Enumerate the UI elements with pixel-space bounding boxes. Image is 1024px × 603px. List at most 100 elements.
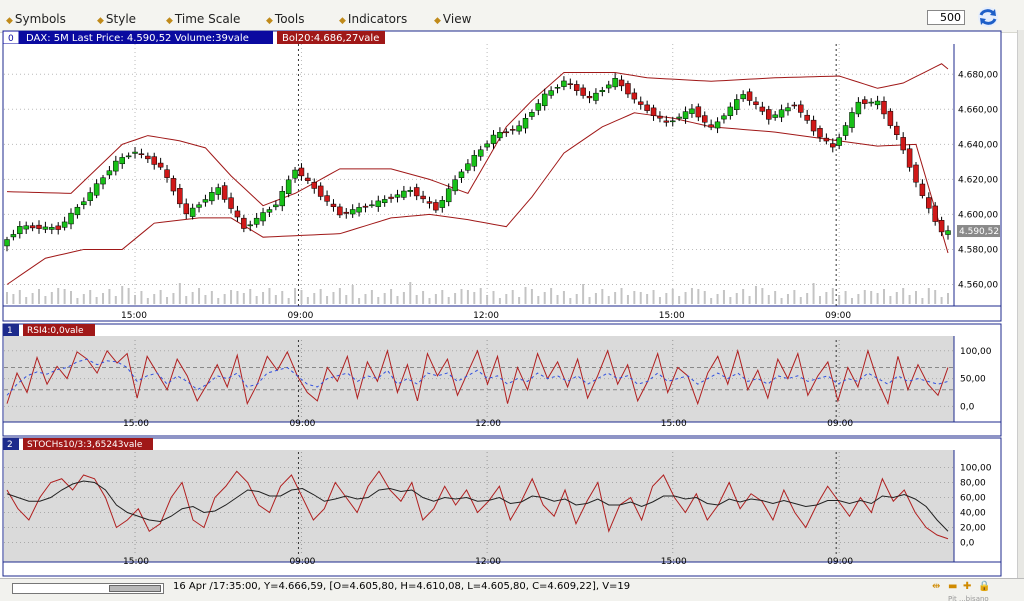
stoch-index-box bbox=[3, 438, 19, 450]
menu-symbols[interactable]: ◆ Symbols bbox=[6, 12, 66, 26]
candle-up bbox=[356, 207, 362, 213]
vertical-scrollbar[interactable] bbox=[1017, 30, 1024, 590]
status-bar: 16 Apr /17:35:00, Y=4.666,59, [O=4.605,8… bbox=[0, 578, 1024, 603]
candle-up bbox=[215, 187, 221, 195]
menu-view[interactable]: ◆ View bbox=[434, 12, 472, 26]
candle-up bbox=[561, 80, 567, 87]
candle-up bbox=[682, 111, 689, 119]
candle-up bbox=[785, 107, 791, 112]
candle-down bbox=[177, 188, 183, 205]
rsi-panel[interactable]: 1 RSI4:0,0vale 100,00 50,00 0,0 15:00 09:00… bbox=[2, 323, 1002, 437]
candle-up bbox=[554, 87, 561, 89]
candle-down bbox=[145, 155, 151, 160]
candle-up bbox=[279, 190, 286, 207]
candle-up bbox=[17, 226, 23, 235]
candle-up bbox=[727, 106, 734, 116]
minimize-icon[interactable]: ▬ bbox=[948, 581, 958, 592]
candle-down bbox=[503, 131, 510, 134]
candle-up bbox=[407, 190, 414, 192]
menu-style[interactable]: ◆ Style bbox=[97, 12, 137, 26]
rsi-plot-bg bbox=[4, 336, 954, 422]
price-tick-label: 4.660,00 bbox=[958, 105, 998, 115]
stoch-tick-label: 100,00 bbox=[960, 464, 992, 474]
candle-down bbox=[753, 101, 759, 105]
candle-up bbox=[23, 225, 29, 230]
stoch-time-tick-label: 15:00 bbox=[123, 557, 149, 567]
diamond-icon: ◆ bbox=[434, 16, 441, 26]
rsi-time-tick-label: 15:00 bbox=[661, 419, 687, 429]
stoch-time-tick-label: 09:00 bbox=[827, 557, 853, 567]
rsi-time-tick-label: 12:00 bbox=[475, 419, 501, 429]
price-panel[interactable]: 0 DAX: 5M Last Price: 4.590,52 Volume:39… bbox=[2, 30, 1002, 322]
diamond-icon: ◆ bbox=[97, 16, 104, 26]
diamond-icon: ◆ bbox=[339, 16, 346, 26]
candle-up bbox=[260, 212, 266, 222]
candle-down bbox=[330, 203, 337, 207]
candle-down bbox=[362, 205, 369, 208]
candle-down bbox=[164, 169, 170, 178]
candle-down bbox=[862, 99, 868, 104]
candle-up bbox=[61, 221, 68, 228]
candle-down bbox=[894, 125, 900, 136]
time-scrollbar[interactable] bbox=[12, 583, 164, 594]
price-title: DAX: 5M Last Price: 4.590,52 Volume:39va… bbox=[26, 33, 249, 44]
menu-indicators[interactable]: ◆ Indicators bbox=[339, 12, 408, 26]
price-tick-label: 4.600,00 bbox=[958, 210, 998, 220]
candle-down bbox=[298, 167, 305, 177]
stoch-panel[interactable]: 2 STOCHs10/3:3,65243vale 100,00 80,00 60,0… bbox=[2, 437, 1002, 577]
menu-time-scale[interactable]: ◆ Time Scale bbox=[166, 12, 241, 26]
candle-up bbox=[253, 217, 260, 225]
candle-down bbox=[817, 128, 823, 138]
candle-up bbox=[734, 99, 740, 110]
bars-count-input[interactable] bbox=[927, 10, 965, 25]
candle-down bbox=[919, 183, 926, 196]
stoch-series-line bbox=[6, 480, 949, 532]
candle-up bbox=[68, 212, 74, 225]
candle-down bbox=[644, 104, 650, 111]
refresh-icon[interactable] bbox=[977, 6, 999, 28]
candle-down bbox=[234, 210, 241, 218]
candle-up bbox=[445, 188, 452, 203]
add-icon[interactable]: ✚ bbox=[963, 581, 972, 592]
candle-up bbox=[465, 163, 471, 171]
candle-down bbox=[317, 185, 324, 197]
candle-down bbox=[938, 220, 945, 233]
menu-tools[interactable]: ◆ Tools bbox=[266, 12, 305, 26]
candle-up bbox=[599, 90, 606, 92]
candle-down bbox=[413, 187, 420, 197]
candle-down bbox=[759, 106, 766, 112]
time-tick-label: 15:00 bbox=[659, 311, 685, 321]
stoch-plot-bg bbox=[4, 450, 954, 562]
candle-down bbox=[36, 224, 42, 229]
time-tick-label: 15:00 bbox=[121, 311, 147, 321]
last-price-marker bbox=[957, 225, 1000, 238]
candle-up bbox=[349, 209, 356, 215]
diamond-icon: ◆ bbox=[6, 16, 13, 26]
time-scrollbar-thumb[interactable] bbox=[109, 585, 161, 592]
panel-index-box bbox=[3, 31, 19, 44]
candle-up bbox=[375, 200, 382, 207]
stoch-time-tick-label: 15:00 bbox=[661, 557, 687, 567]
candle-down bbox=[138, 153, 145, 155]
time-tick-label: 12:00 bbox=[473, 311, 499, 321]
candle-down bbox=[804, 114, 810, 121]
price-tick-label: 4.560,00 bbox=[958, 280, 998, 290]
lock-icon[interactable]: 🔒 bbox=[978, 581, 991, 592]
candle-up bbox=[132, 151, 138, 154]
candle-up bbox=[74, 206, 81, 216]
stoch-tick-label: 40,00 bbox=[960, 509, 986, 519]
candle-up bbox=[49, 227, 55, 230]
stoch-series-line bbox=[6, 470, 949, 540]
candle-up bbox=[369, 204, 375, 207]
chart-area: 0 DAX: 5M Last Price: 4.590,52 Volume:39… bbox=[2, 30, 1002, 577]
candle-up bbox=[612, 78, 618, 88]
candle-up bbox=[849, 112, 855, 128]
candle-down bbox=[823, 137, 830, 142]
expand-icon[interactable]: ⇹ bbox=[932, 581, 941, 592]
candle-up bbox=[439, 200, 446, 208]
candle-up bbox=[477, 149, 484, 157]
stoch-title: STOCHs10/3:3,65243vale bbox=[27, 440, 143, 450]
candle-up bbox=[676, 116, 682, 119]
candle-up bbox=[836, 137, 842, 146]
candle-down bbox=[157, 162, 164, 168]
